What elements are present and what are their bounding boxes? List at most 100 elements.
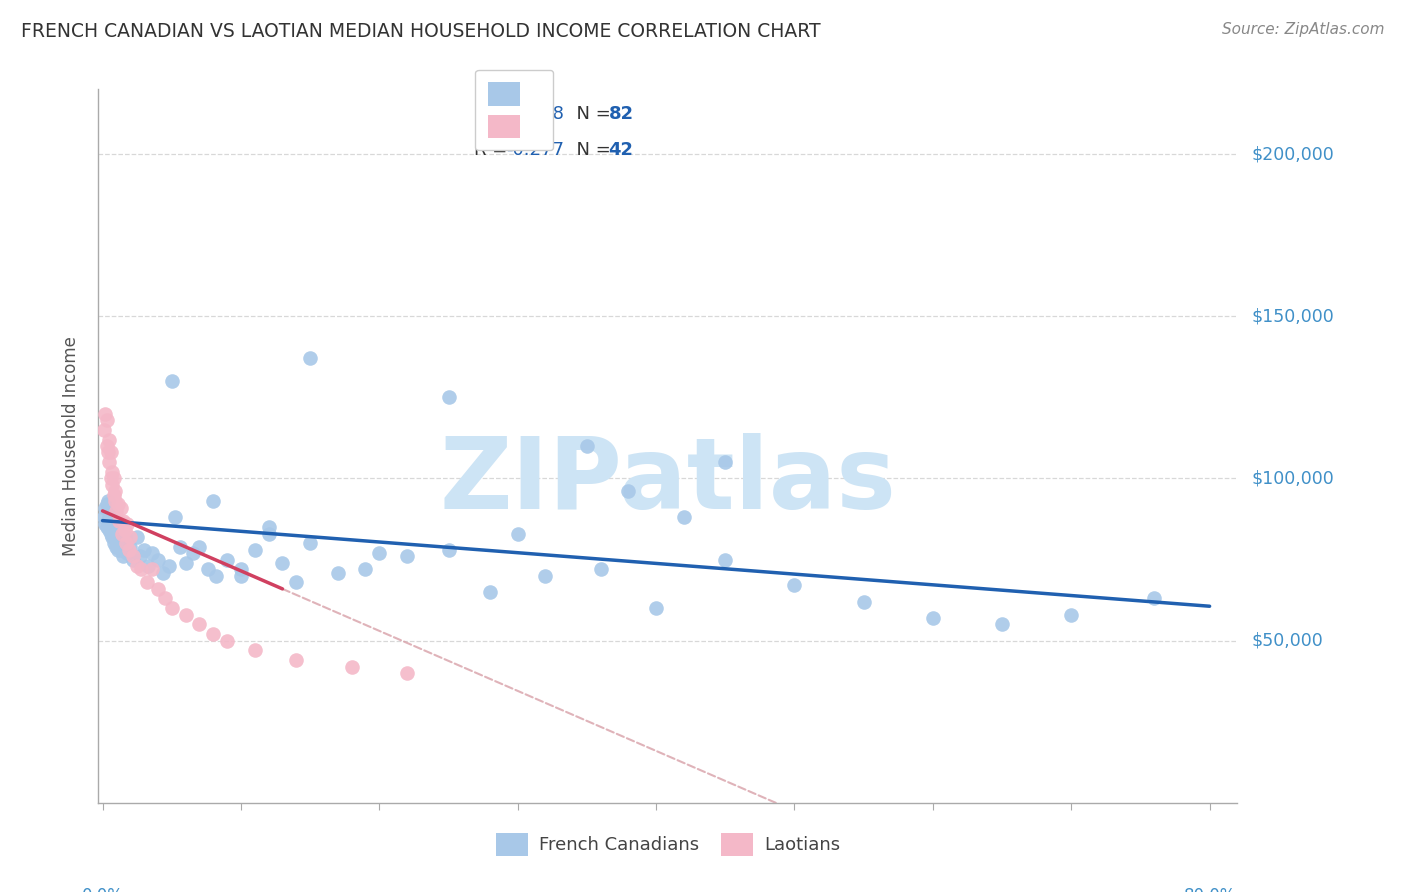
Point — [160, 601, 183, 615]
Point — [103, 524, 125, 538]
Point — [217, 633, 239, 648]
Point — [97, 494, 120, 508]
Point — [1060, 607, 1083, 622]
Point — [299, 351, 322, 366]
Point — [174, 607, 197, 622]
Text: R =: R = — [474, 141, 513, 159]
Point — [645, 601, 668, 615]
Point — [174, 556, 197, 570]
Point — [114, 530, 136, 544]
Point — [117, 516, 139, 531]
Point — [107, 542, 129, 557]
Point — [98, 504, 121, 518]
Point — [243, 643, 266, 657]
Point — [131, 562, 153, 576]
Legend: French Canadians, Laotians: French Canadians, Laotians — [486, 824, 849, 865]
Point — [714, 455, 737, 469]
Point — [852, 595, 875, 609]
Point — [101, 465, 124, 479]
Point — [96, 520, 118, 534]
Point — [257, 526, 280, 541]
Point — [299, 536, 322, 550]
Point — [104, 514, 127, 528]
Point — [135, 575, 157, 590]
Point — [991, 617, 1014, 632]
Point — [146, 582, 169, 596]
Point — [169, 540, 191, 554]
Point — [110, 536, 132, 550]
Point — [127, 559, 149, 574]
Point — [163, 510, 186, 524]
Text: -0.277: -0.277 — [506, 141, 564, 159]
Point — [1143, 591, 1166, 606]
Point — [118, 542, 141, 557]
Point — [97, 445, 120, 459]
Point — [229, 568, 252, 582]
Point — [783, 578, 806, 592]
Text: $150,000: $150,000 — [1251, 307, 1334, 326]
Text: N =: N = — [565, 105, 617, 123]
Point — [617, 484, 640, 499]
Point — [94, 500, 117, 515]
Point — [111, 542, 134, 557]
Point — [94, 407, 117, 421]
Point — [395, 549, 418, 564]
Text: FRENCH CANADIAN VS LAOTIAN MEDIAN HOUSEHOLD INCOME CORRELATION CHART: FRENCH CANADIAN VS LAOTIAN MEDIAN HOUSEH… — [21, 22, 821, 41]
Point — [181, 546, 204, 560]
Point — [141, 562, 163, 576]
Point — [153, 591, 176, 606]
Point — [437, 390, 460, 404]
Text: N =: N = — [565, 141, 617, 159]
Point — [129, 549, 152, 564]
Point — [506, 526, 529, 541]
Point — [98, 433, 121, 447]
Point — [97, 514, 120, 528]
Text: 80.0%: 80.0% — [1184, 888, 1236, 892]
Text: $50,000: $50,000 — [1251, 632, 1323, 649]
Point — [117, 546, 139, 560]
Text: ZIPatlas: ZIPatlas — [440, 434, 896, 530]
Text: 82: 82 — [609, 105, 634, 123]
Point — [98, 524, 121, 538]
Point — [257, 520, 280, 534]
Point — [101, 520, 124, 534]
Point — [115, 536, 138, 550]
Point — [104, 530, 127, 544]
Point — [340, 659, 363, 673]
Point — [104, 484, 127, 499]
Point — [188, 540, 211, 554]
Point — [111, 526, 134, 541]
Point — [205, 568, 228, 582]
Point — [100, 471, 122, 485]
Point — [114, 524, 136, 538]
Y-axis label: Median Household Income: Median Household Income — [62, 336, 80, 556]
Point — [157, 559, 180, 574]
Point — [188, 617, 211, 632]
Point — [100, 526, 122, 541]
Point — [136, 559, 159, 574]
Point — [101, 478, 124, 492]
Point — [103, 536, 125, 550]
Point — [479, 585, 502, 599]
Point — [103, 488, 125, 502]
Point — [152, 566, 174, 580]
Point — [112, 549, 135, 564]
Point — [120, 540, 142, 554]
Point — [160, 374, 183, 388]
Point — [217, 552, 239, 566]
Point — [271, 556, 294, 570]
Point — [105, 504, 128, 518]
Text: 42: 42 — [609, 141, 634, 159]
Text: 0.0%: 0.0% — [82, 888, 124, 892]
Point — [132, 542, 155, 557]
Point — [103, 471, 125, 485]
Point — [714, 552, 737, 566]
Point — [141, 546, 163, 560]
Point — [100, 507, 122, 521]
Text: Source: ZipAtlas.com: Source: ZipAtlas.com — [1222, 22, 1385, 37]
Point — [122, 549, 145, 564]
Point — [127, 530, 149, 544]
Point — [122, 552, 145, 566]
Point — [285, 575, 308, 590]
Point — [104, 494, 127, 508]
